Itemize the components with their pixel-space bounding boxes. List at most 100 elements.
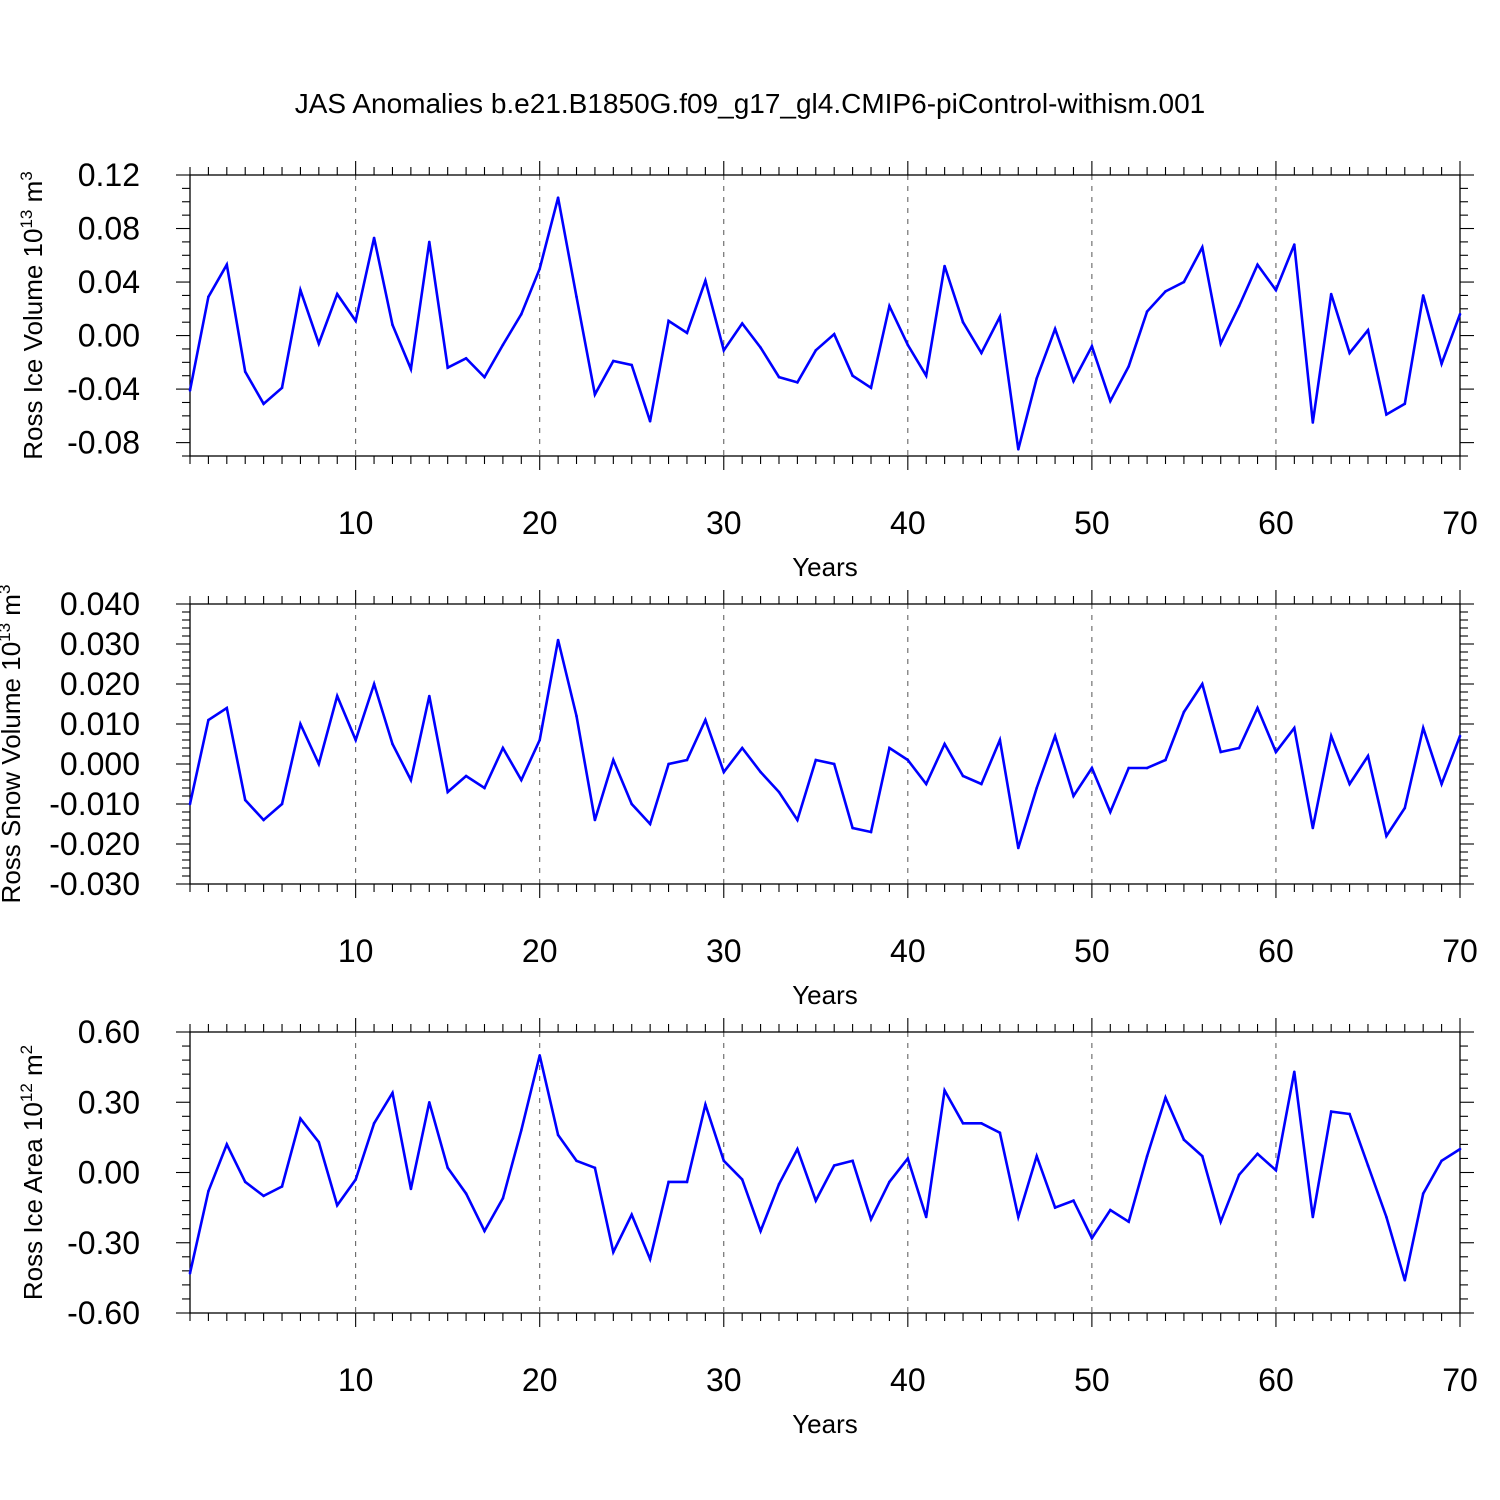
- data-point: [667, 1180, 670, 1184]
- data-point: [612, 1250, 615, 1254]
- data-point: [1329, 734, 1333, 738]
- data-point: [685, 1180, 689, 1184]
- data-point: [188, 389, 192, 392]
- x-axis-label: Years: [792, 980, 858, 1010]
- data-point: [906, 343, 910, 347]
- x-tick-label: 60: [1258, 933, 1294, 969]
- data-point: [1201, 682, 1204, 686]
- data-point: [520, 778, 523, 782]
- data-point: [1145, 310, 1149, 313]
- data-point: [575, 1159, 578, 1163]
- data-point: [243, 798, 247, 802]
- y-tick-label: -0.04: [67, 371, 140, 407]
- data-point: [906, 758, 910, 762]
- data-point: [648, 1257, 652, 1261]
- data-point: [906, 1157, 910, 1160]
- figure-title: JAS Anomalies b.e21.B1850G.f09_g17_gl4.C…: [295, 88, 1206, 119]
- data-point: [391, 742, 394, 746]
- data-point: [943, 264, 946, 268]
- data-point: [391, 323, 394, 327]
- y-tick-label: 0.030: [60, 626, 140, 662]
- x-tick-label: 50: [1074, 1362, 1110, 1398]
- data-point: [428, 1101, 431, 1104]
- data-point: [317, 342, 321, 345]
- x-tick-label: 40: [890, 1362, 926, 1398]
- data-point: [961, 1122, 965, 1125]
- data-point: [1182, 710, 1186, 714]
- data-point: [869, 830, 873, 834]
- data-point: [280, 386, 284, 390]
- data-point: [722, 349, 726, 352]
- data-point: [648, 822, 652, 826]
- data-point: [704, 1103, 707, 1106]
- data-point: [428, 694, 431, 698]
- y-axis-label-base: Ross Ice Area 10: [18, 1102, 48, 1300]
- data-point: [243, 1180, 247, 1184]
- plot-frame: [189, 174, 1461, 457]
- data-point: [1256, 1152, 1259, 1156]
- ice-volume-panel: -0.08 -0.04 0.00 0.04 0.08 0.12 10 20 30 40 50 60 70…: [17, 157, 1478, 582]
- data-point: [1237, 746, 1241, 750]
- data-point: [262, 402, 265, 406]
- data-point: [1017, 846, 1020, 850]
- data-point: [1201, 1154, 1204, 1158]
- data-point: [1274, 1168, 1278, 1172]
- data-point: [1274, 288, 1278, 292]
- data-point: [1366, 754, 1370, 758]
- x-tick-label: 20: [522, 1362, 558, 1398]
- data-point: [851, 826, 854, 830]
- data-point: [961, 320, 965, 324]
- data-point: [335, 694, 339, 698]
- data-point: [1348, 351, 1351, 355]
- y-tick-label: -0.60: [67, 1295, 140, 1331]
- data-point: [501, 343, 505, 347]
- data-point: [1311, 421, 1315, 424]
- data-point: [501, 746, 505, 750]
- data-point: [1293, 726, 1296, 730]
- data-point: [1127, 1220, 1130, 1223]
- x-tick-label: 50: [1074, 505, 1110, 541]
- data-point: [538, 267, 541, 271]
- data-point: [685, 758, 689, 762]
- y-tick-label: 0.020: [60, 666, 140, 702]
- y-axis-label-unit-exponent: 3: [17, 171, 36, 180]
- x-axis-label: Years: [792, 1409, 858, 1439]
- x-tick-label: 50: [1074, 933, 1110, 969]
- data-point: [832, 1164, 836, 1167]
- y-tick-label: 0.010: [60, 706, 140, 742]
- data-point: [1090, 1236, 1094, 1240]
- data-point: [225, 706, 229, 710]
- data-point: [1385, 834, 1388, 838]
- data-point: [980, 1122, 983, 1125]
- data-point: [593, 818, 597, 822]
- y-tick-label: 0.08: [78, 211, 140, 247]
- x-tick-label: 10: [338, 1362, 374, 1398]
- data-point: [1072, 794, 1075, 798]
- data-point: [1201, 246, 1204, 249]
- x-tick-label: 70: [1442, 505, 1478, 541]
- data-point: [1366, 1164, 1370, 1167]
- data-point: [1237, 1173, 1241, 1177]
- data-point: [1366, 328, 1370, 332]
- data-point: [299, 288, 302, 292]
- data-point: [207, 295, 210, 299]
- y-tick-label: 0.30: [78, 1084, 140, 1120]
- data-point: [851, 374, 854, 378]
- data-point: [924, 374, 928, 378]
- data-point: [335, 1204, 339, 1207]
- data-point: [998, 738, 1002, 742]
- data-point: [777, 790, 781, 794]
- data-point: [556, 196, 560, 199]
- data-point: [1053, 734, 1057, 738]
- data-point: [409, 1187, 413, 1191]
- x-tick-label: 10: [338, 933, 374, 969]
- y-axis-label-exponent: 12: [17, 1083, 36, 1102]
- data-point: [1109, 810, 1112, 814]
- data-point: [317, 1140, 321, 1144]
- data-point: [740, 1178, 744, 1181]
- y-tick-label: -0.30: [67, 1225, 140, 1261]
- data-point: [262, 818, 265, 822]
- data-point: [1127, 766, 1130, 770]
- data-point: [335, 292, 339, 296]
- y-tick-label: 0.00: [78, 318, 140, 354]
